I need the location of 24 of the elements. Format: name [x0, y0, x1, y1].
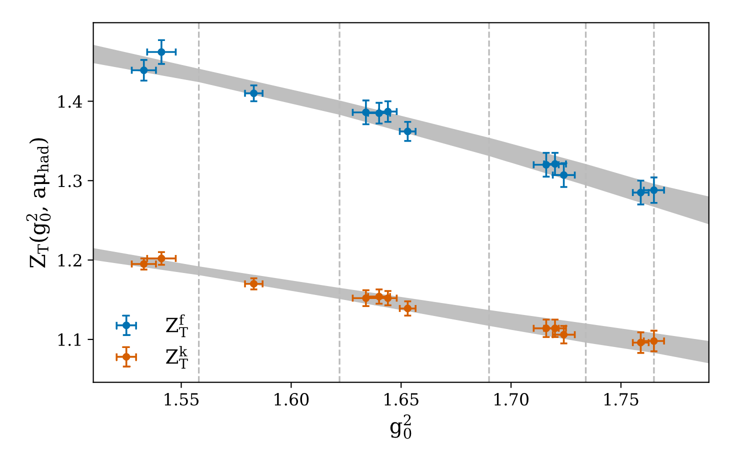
y-tick-label: 1.4: [58, 95, 82, 108]
legend-label: Z$^{f}$$_{T}$: [166, 314, 188, 338]
x-tick-label: 1.55: [164, 393, 199, 406]
point: [650, 186, 658, 194]
point: [140, 66, 148, 74]
point: [250, 89, 258, 98]
x-tick-label: 1.65: [384, 393, 418, 406]
y-axis-title: Z$_{T}$(g$^{2}$$_{0}$, aμ$_{had}$): [26, 138, 51, 268]
point: [650, 337, 658, 345]
point: [560, 171, 568, 179]
y-tick-label: 1.2: [58, 254, 82, 267]
y-tick-label: 1.1: [58, 333, 81, 346]
legend-label: Z$^{k}$$_{T}$: [166, 346, 188, 369]
point: [404, 128, 412, 136]
x-tick-label: 1.70: [494, 393, 528, 406]
point: [404, 304, 412, 312]
point: [158, 254, 166, 262]
x-tick-label: 1.60: [274, 393, 309, 406]
point: [560, 330, 568, 338]
point: [158, 48, 166, 56]
x-axis-title: g$^{2}$$_{0}$: [390, 414, 412, 439]
y-tick-label: 1.3: [58, 174, 82, 188]
point: [250, 280, 258, 288]
x-tick-label: 1.75: [604, 393, 638, 406]
